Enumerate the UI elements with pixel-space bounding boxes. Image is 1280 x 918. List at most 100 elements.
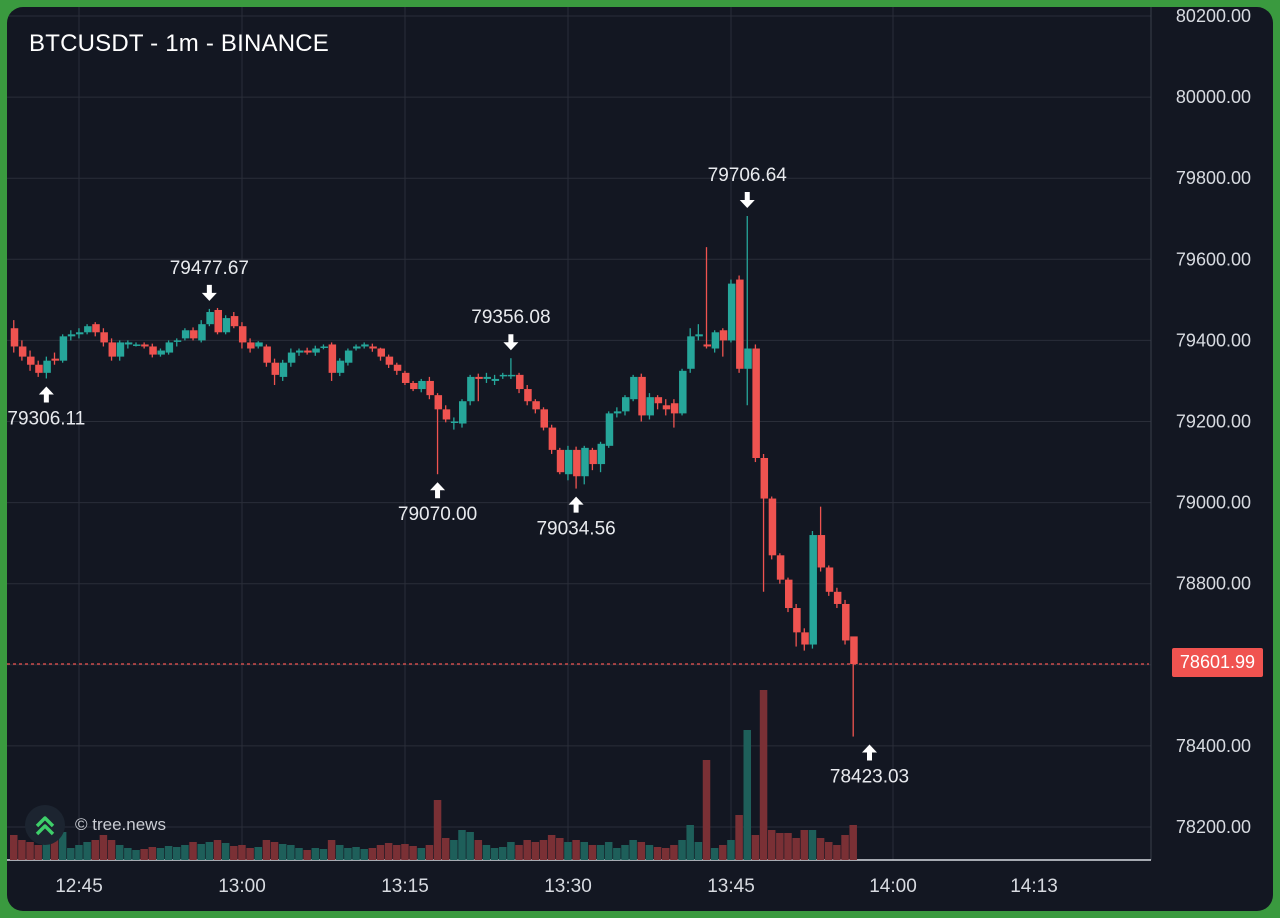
volume-bar — [499, 847, 507, 860]
volume-bar — [278, 844, 287, 860]
candle-body — [801, 632, 809, 645]
x-tick-label: 13:00 — [218, 876, 266, 897]
candle-body — [222, 318, 231, 333]
candle-body — [385, 356, 394, 365]
y-tick-label: 79000.00 — [1176, 493, 1251, 513]
candle-body — [198, 324, 206, 341]
candle-body — [703, 344, 711, 347]
volume-bar — [67, 848, 75, 860]
candle-body — [679, 370, 687, 414]
volume-bar — [507, 842, 515, 860]
volume-bar — [662, 848, 670, 860]
chart-title: BTCUSDT - 1m - BINANCE — [29, 30, 329, 57]
candle-body — [10, 328, 19, 347]
candle-body — [711, 332, 720, 349]
volume-bar — [825, 842, 833, 860]
candle-body — [353, 346, 361, 349]
candle-body — [108, 342, 117, 357]
candle-body — [654, 397, 663, 404]
volume-bar — [849, 825, 857, 860]
candle-body — [344, 350, 353, 363]
volume-bar — [776, 833, 784, 860]
volume-bar — [42, 830, 51, 860]
watermark-text: © tree.news — [75, 815, 166, 834]
candle-body — [426, 380, 434, 396]
candle-body — [833, 591, 842, 604]
volume-bar — [75, 845, 83, 860]
candle-body — [287, 352, 296, 363]
candle-body — [67, 334, 76, 337]
double-chevron-up-icon — [35, 816, 55, 836]
volume-bar — [140, 849, 148, 860]
volume-bar — [26, 842, 34, 860]
volume-bar — [124, 848, 132, 860]
volume-bar — [759, 690, 768, 860]
volume-bar — [58, 832, 67, 860]
candle-body — [410, 382, 418, 390]
price-annotations: 79306.11 79477.67 79070.00 79356.08 79034.56… — [7, 165, 909, 788]
candle-body — [793, 608, 801, 633]
volume-bar — [816, 838, 825, 860]
annotation-label: 79356.08 — [471, 307, 550, 328]
arrow-up-icon — [862, 744, 877, 761]
volume-bar — [466, 832, 474, 860]
volume-bar — [767, 830, 776, 860]
candle-body — [630, 376, 638, 400]
candle-body — [312, 348, 320, 353]
candle-body — [613, 411, 622, 414]
volume-bar — [588, 845, 597, 860]
candle-body — [589, 449, 597, 465]
candle-body — [532, 401, 540, 410]
volume-bar — [205, 842, 214, 860]
candle-body — [646, 397, 654, 416]
volume-bar — [580, 842, 588, 860]
volume-bars — [10, 690, 857, 860]
candle-body — [581, 447, 589, 477]
candle-body — [785, 579, 793, 609]
arrow-up-icon — [568, 496, 584, 513]
candle-body — [328, 344, 337, 373]
volume-bar — [319, 849, 328, 860]
candle-body — [173, 340, 182, 342]
candle-body — [100, 332, 108, 343]
candle-body — [75, 332, 84, 335]
volume-bar — [808, 830, 817, 860]
volume-bar — [270, 842, 279, 860]
candle-body — [507, 374, 516, 377]
volume-bar — [352, 847, 360, 860]
candle-body — [141, 344, 149, 347]
candle-body — [442, 409, 451, 420]
candle-body — [556, 449, 565, 473]
volume-bar — [490, 848, 499, 860]
candles — [10, 216, 858, 737]
volume-bar — [792, 838, 800, 860]
candle-body — [296, 350, 304, 353]
volume-bar — [132, 850, 140, 860]
volume-bar — [156, 848, 165, 860]
volume-bar — [784, 833, 792, 860]
volume-bar — [572, 840, 580, 860]
last-price-tag: 78601.99 — [1171, 648, 1263, 677]
candle-body — [43, 360, 51, 373]
volume-bar — [254, 847, 262, 860]
volume-bar — [409, 846, 417, 860]
volume-bar — [800, 830, 809, 860]
volume-bar — [523, 840, 531, 860]
arrow-down-icon — [201, 284, 217, 301]
y-tick-label: 79400.00 — [1176, 330, 1251, 350]
candle-body — [483, 376, 491, 379]
candle-body — [459, 401, 467, 424]
candle-body — [434, 395, 443, 410]
annotation-label: 79706.64 — [708, 165, 788, 186]
volume-bar — [694, 842, 703, 860]
volume-bar — [515, 845, 523, 860]
candle-body — [597, 443, 606, 465]
volume-bar — [311, 848, 320, 860]
volume-bar — [401, 844, 409, 860]
chart-canvas[interactable]: 79306.11 79477.67 79070.00 79356.08 79034.56… — [7, 7, 1273, 911]
arrow-up-icon — [38, 386, 54, 403]
candle-body — [336, 360, 345, 373]
volume-bar — [107, 840, 116, 860]
volume-bar — [727, 840, 735, 860]
candle-body — [263, 346, 271, 363]
